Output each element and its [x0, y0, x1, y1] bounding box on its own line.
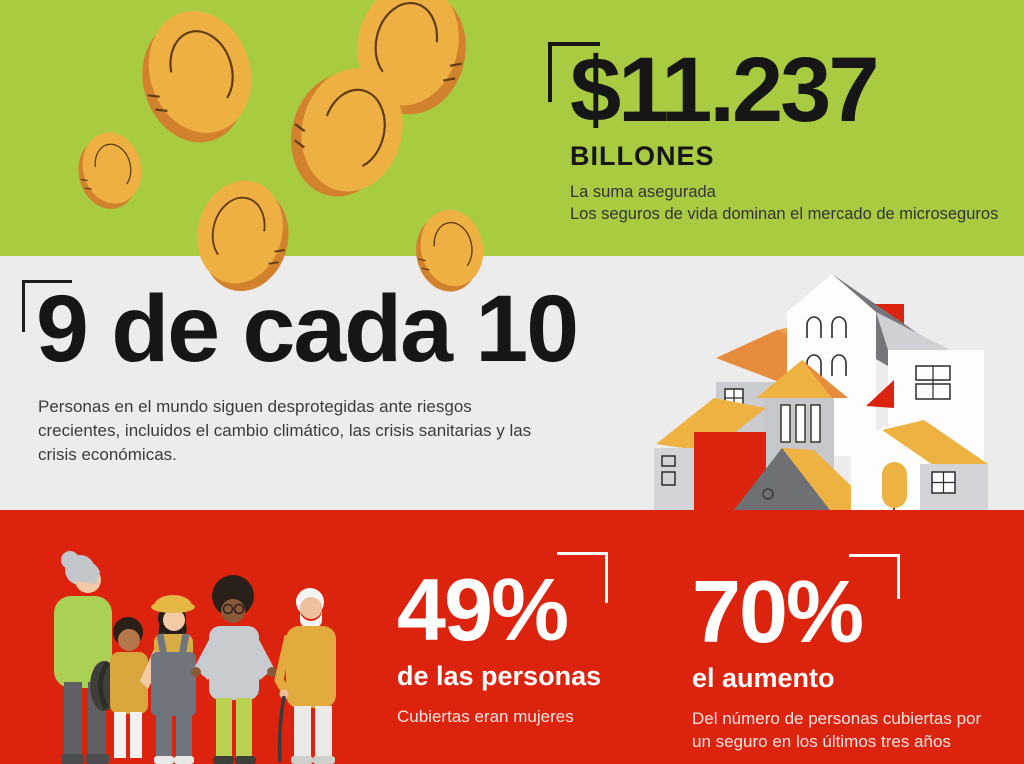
corner-bracket-icon: [548, 42, 600, 102]
coverage-increase-label: el aumento: [692, 663, 835, 693]
unprotected-body: Personas en el mundo siguen desprotegida…: [38, 397, 532, 464]
unprotected-headline: 9 de cada 10: [36, 276, 579, 382]
insured-sum-caption-1: La suma asegurada: [570, 183, 716, 201]
corner-bracket-icon: [849, 554, 900, 599]
insured-sum-stat: $11.237 BILLONES La suma asegurada Los s…: [570, 44, 998, 225]
corner-bracket-icon: [557, 552, 608, 603]
coverage-increase-stat: 70% el aumento Del número de personas cu…: [692, 568, 1004, 753]
corner-bracket-icon: [22, 280, 72, 332]
coverage-increase-caption: Del número de personas cubiertas por un …: [692, 709, 982, 751]
women-covered-label: de las personas: [397, 661, 602, 691]
insured-sum-value: $11.237: [570, 39, 879, 141]
insured-sum-caption-2: Los seguros de vida dominan el mercado d…: [570, 205, 999, 223]
women-covered-caption: Cubiertas eran mujeres: [397, 707, 574, 726]
coverage-increase-value: 70%: [692, 562, 864, 661]
insured-sum-unit: BILLONES: [570, 141, 715, 171]
women-covered-stat: 49% de las personas Cubiertas eran mujer…: [397, 566, 601, 728]
women-covered-value: 49%: [397, 560, 569, 659]
